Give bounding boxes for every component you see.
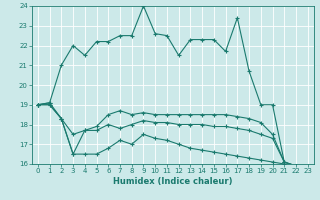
X-axis label: Humidex (Indice chaleur): Humidex (Indice chaleur) [113,177,233,186]
